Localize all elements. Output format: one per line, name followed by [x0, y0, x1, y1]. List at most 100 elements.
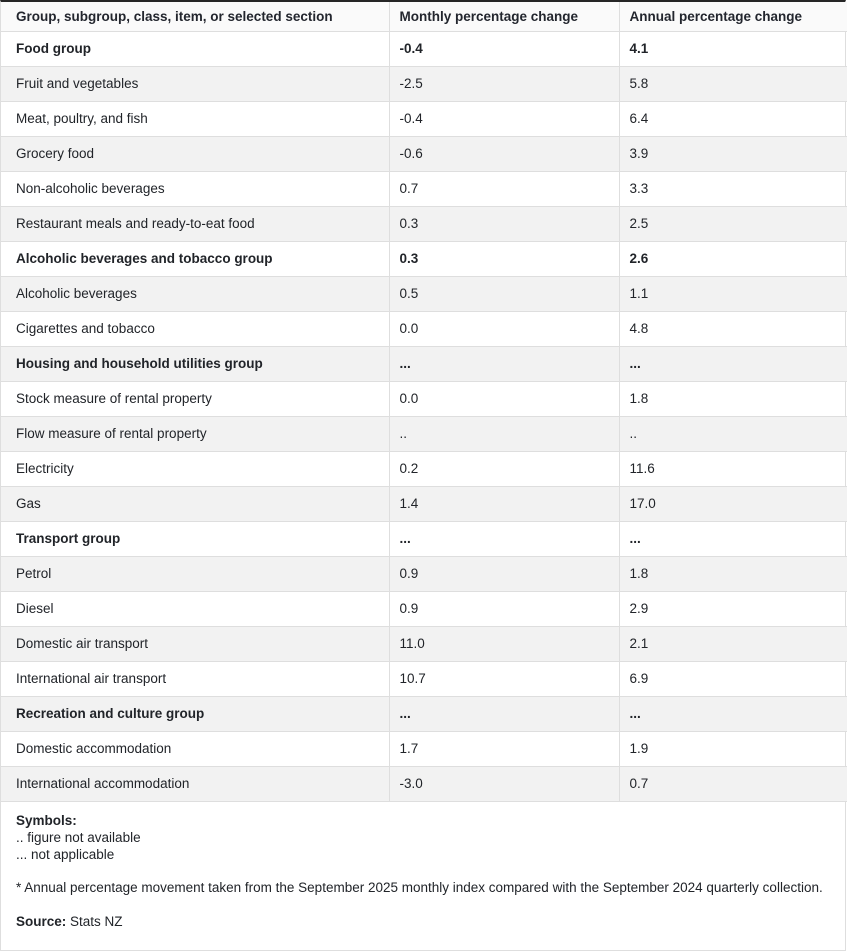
annual-value: 1.9: [618, 730, 847, 767]
monthly-value: 0.0: [388, 380, 620, 417]
table-footnotes: Symbols: .. figure not available ... not…: [1, 802, 845, 950]
row-label: Cigarettes and tobacco: [1, 310, 390, 347]
monthly-value: -3.0: [388, 765, 620, 802]
monthly-value: 0.3: [388, 240, 620, 277]
annual-footnote: * Annual percentage movement taken from …: [16, 879, 823, 895]
row-label: Diesel: [1, 590, 390, 627]
percentage-change-table: Group, subgroup, class, item, or selecte…: [1, 2, 847, 802]
header-row: Group, subgroup, class, item, or selecte…: [1, 2, 847, 32]
column-header-group: Group, subgroup, class, item, or selecte…: [1, 2, 390, 32]
table-row: Flow measure of rental property....: [1, 415, 847, 452]
row-label: Alcoholic beverages and tobacco group: [1, 240, 390, 277]
monthly-value: 0.0: [388, 310, 620, 347]
source-label: Source:: [16, 913, 67, 929]
row-label: Domestic air transport: [1, 625, 390, 662]
table-row: Diesel 0.9 2.9: [1, 590, 847, 627]
column-header-monthly: Monthly percentage change: [388, 2, 620, 32]
table-row: Transport group......: [1, 520, 847, 557]
annual-value: ...: [618, 345, 847, 382]
row-label: Fruit and vegetables: [1, 65, 390, 102]
row-label: Petrol: [1, 555, 390, 592]
monthly-value: 0.7: [388, 170, 620, 207]
annual-value: 3.3: [618, 170, 847, 207]
symbols-title: Symbols:: [16, 812, 77, 828]
table-row: Cigarettes and tobacco 0.0 4.8: [1, 310, 847, 347]
symbol-definition-not-available: .. figure not available: [16, 829, 141, 845]
annual-value: 4.8: [618, 310, 847, 347]
table-row: Restaurant meals and ready-to-eat food 0.…: [1, 205, 847, 242]
row-label: Transport group: [1, 520, 390, 557]
source-line: Source: Stats NZ: [16, 913, 830, 930]
annual-value: 3.9: [618, 135, 847, 172]
monthly-value: 1.4: [388, 485, 620, 522]
annual-value: 17.0: [618, 485, 847, 522]
symbols-block: Symbols: .. figure not available ... not…: [16, 812, 830, 863]
monthly-value: 0.2: [388, 450, 620, 487]
table-row: International air transport 10.7 6.9: [1, 660, 847, 697]
row-label: Grocery food: [1, 135, 390, 172]
monthly-value: ...: [388, 345, 620, 382]
monthly-value: -0.6: [388, 135, 620, 172]
table-header: Group, subgroup, class, item, or selecte…: [1, 2, 847, 32]
annual-value: 5.8: [618, 65, 847, 102]
table-row: Domestic accommodation 1.7 1.9: [1, 730, 847, 767]
row-label: Electricity: [1, 450, 390, 487]
table-row: Domestic air transport 11.0 2.1: [1, 625, 847, 662]
row-label: Food group: [1, 30, 390, 67]
monthly-value: 0.5: [388, 275, 620, 312]
annual-value: 1.8: [618, 555, 847, 592]
annual-value: 1.1: [618, 275, 847, 312]
row-label: Gas: [1, 485, 390, 522]
monthly-value: 0.9: [388, 590, 620, 627]
row-label: Alcoholic beverages: [1, 275, 390, 312]
annual-value: 4.1: [618, 30, 847, 67]
annual-value: 1.8: [618, 380, 847, 417]
table-row: Petrol 0.9 1.8: [1, 555, 847, 592]
table-row: Recreation and culture group......: [1, 695, 847, 732]
monthly-value: 11.0: [388, 625, 620, 662]
row-label: Meat, poultry, and fish: [1, 100, 390, 137]
monthly-value: ...: [388, 695, 620, 732]
table-row: Fruit and vegetables -2.5 5.8: [1, 65, 847, 102]
row-label: Recreation and culture group: [1, 695, 390, 732]
row-label: Non-alcoholic beverages: [1, 170, 390, 207]
annual-value: 2.1: [618, 625, 847, 662]
monthly-value: ..: [388, 415, 620, 452]
table-row: Gas 1.4 17.0: [1, 485, 847, 522]
table-row: Electricity 0.2 11.6: [1, 450, 847, 487]
monthly-value: 0.9: [388, 555, 620, 592]
row-label: Housing and household utilities group: [1, 345, 390, 382]
annual-value: ..: [618, 415, 847, 452]
monthly-value: ...: [388, 520, 620, 557]
annual-value: 0.7: [618, 765, 847, 802]
monthly-value: 10.7: [388, 660, 620, 697]
monthly-value: -0.4: [388, 30, 620, 67]
table-row: International accommodation -3.0 0.7: [1, 765, 847, 802]
table-row: Stock measure of rental property 0.0 1.8: [1, 380, 847, 417]
row-label: Stock measure of rental property: [1, 380, 390, 417]
row-label: Flow measure of rental property: [1, 415, 390, 452]
annual-value: 2.6: [618, 240, 847, 277]
row-label: International accommodation: [1, 765, 390, 802]
symbol-definition-not-applicable: ... not applicable: [16, 846, 115, 862]
annual-value: ...: [618, 520, 847, 557]
row-label: International air transport: [1, 660, 390, 697]
column-header-annual: Annual percentage change: [618, 2, 847, 32]
row-label: Restaurant meals and ready-to-eat food: [1, 205, 390, 242]
annual-value: 6.4: [618, 100, 847, 137]
monthly-value: 0.3: [388, 205, 620, 242]
table-row: Meat, poultry, and fish -0.4 6.4: [1, 100, 847, 137]
annual-value: 2.5: [618, 205, 847, 242]
row-label: Domestic accommodation: [1, 730, 390, 767]
annual-value: 2.9: [618, 590, 847, 627]
annual-value: 6.9: [618, 660, 847, 697]
table-row: Alcoholic beverages 0.5 1.1: [1, 275, 847, 312]
annual-value: ...: [618, 695, 847, 732]
table-row: Grocery food -0.6 3.9: [1, 135, 847, 172]
table-row: Housing and household utilities group...…: [1, 345, 847, 382]
table-row: Food group -0.4 4.1: [1, 30, 847, 67]
monthly-value: -2.5: [388, 65, 620, 102]
monthly-value: 1.7: [388, 730, 620, 767]
annual-value: 11.6: [618, 450, 847, 487]
